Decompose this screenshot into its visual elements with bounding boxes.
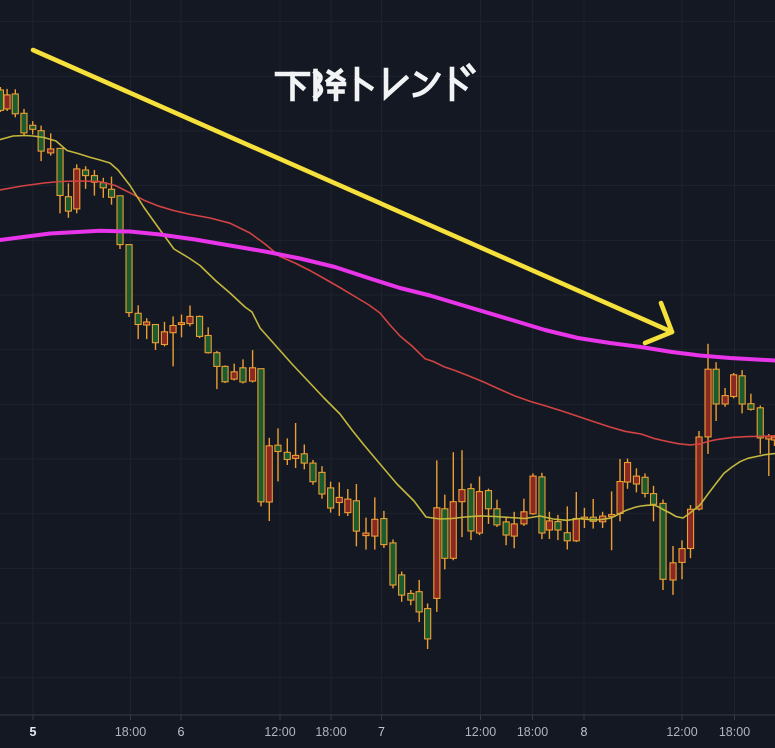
svg-text:5: 5 (30, 725, 37, 739)
svg-text:18:00: 18:00 (719, 725, 750, 739)
svg-text:18:00: 18:00 (115, 725, 146, 739)
svg-text:12:00: 12:00 (666, 725, 697, 739)
svg-text:18:00: 18:00 (517, 725, 548, 739)
svg-text:7: 7 (378, 725, 385, 739)
svg-text:12:00: 12:00 (264, 725, 295, 739)
svg-text:12:00: 12:00 (465, 725, 496, 739)
svg-text:18:00: 18:00 (315, 725, 346, 739)
svg-text:8: 8 (581, 725, 588, 739)
svg-text:6: 6 (178, 725, 185, 739)
